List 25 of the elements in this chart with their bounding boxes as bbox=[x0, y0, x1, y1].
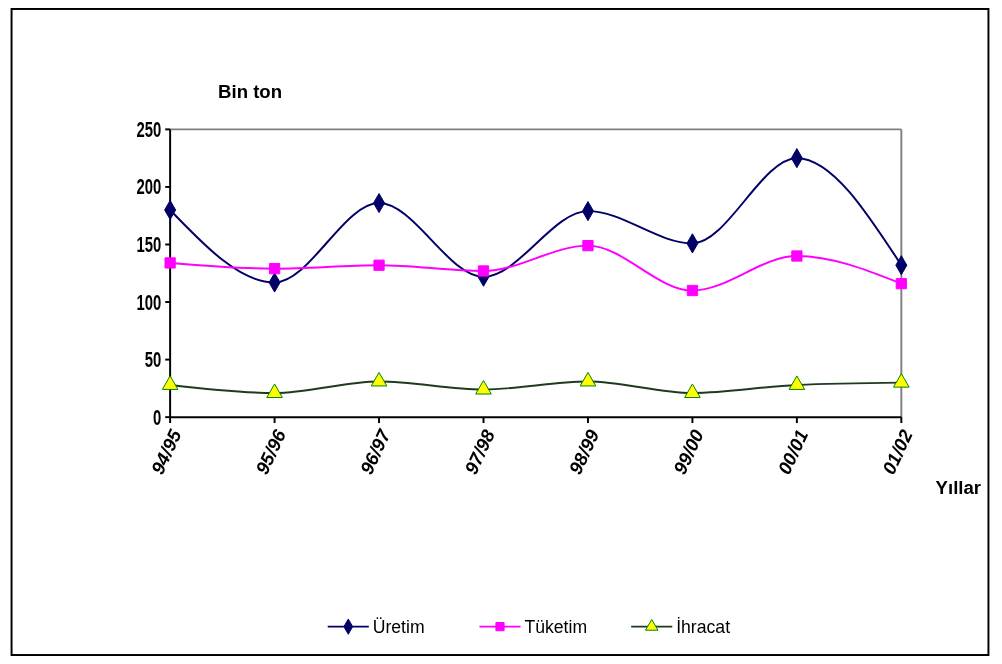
x-tick-label: 97/98 bbox=[460, 425, 500, 478]
legend-label: Tüketim bbox=[524, 616, 588, 637]
y-tick-label: 150 bbox=[136, 232, 162, 257]
x-axis-title: Yıllar bbox=[935, 477, 982, 499]
y-axis-title: Bin ton bbox=[218, 81, 283, 103]
point bbox=[582, 240, 594, 252]
point bbox=[895, 278, 907, 290]
point bbox=[686, 284, 699, 297]
point bbox=[164, 257, 176, 269]
y-tick-label: 100 bbox=[136, 289, 162, 315]
legend-label: Üretim bbox=[372, 616, 425, 637]
y-tick-label: 250 bbox=[136, 117, 162, 142]
y-tick-label: 50 bbox=[144, 347, 162, 372]
x-tick-label: 01/02 bbox=[878, 425, 918, 478]
x-tick-label: 95/96 bbox=[251, 425, 291, 478]
x-tick-label: 96/97 bbox=[355, 424, 396, 478]
point bbox=[791, 250, 803, 262]
legend-label: İhracat bbox=[676, 616, 731, 637]
point bbox=[373, 259, 385, 271]
point bbox=[268, 263, 281, 275]
x-tick-label: 98/99 bbox=[564, 425, 604, 478]
x-tick-label: 99/00 bbox=[669, 425, 709, 478]
y-tick-label: 200 bbox=[136, 174, 162, 200]
point bbox=[477, 265, 490, 277]
x-tick-label: 00/01 bbox=[773, 426, 813, 478]
